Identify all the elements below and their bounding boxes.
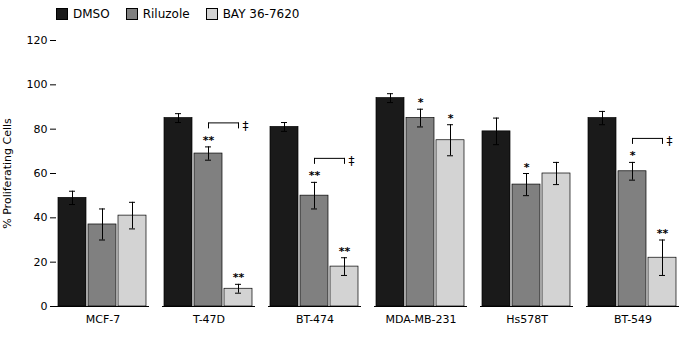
svg-text:100: 100 <box>27 78 48 91</box>
svg-text:*: * <box>630 149 636 162</box>
svg-text:20: 20 <box>34 256 48 269</box>
svg-text:BT-474: BT-474 <box>296 313 334 326</box>
svg-text:**: ** <box>233 271 245 284</box>
svg-text:BT-549: BT-549 <box>614 313 652 326</box>
svg-text:T-47D: T-47D <box>192 313 225 326</box>
svg-text:**: ** <box>203 134 215 147</box>
svg-text:% Proliferating Cells: % Proliferating Cells <box>1 118 14 229</box>
svg-text:**: ** <box>657 227 669 240</box>
svg-text:Hs578T: Hs578T <box>506 313 548 326</box>
html-text:DMSO: DMSO <box>73 7 110 21</box>
svg-text:‡: ‡ <box>349 154 355 168</box>
svg-text:*: * <box>418 96 424 109</box>
svg-text:*: * <box>448 112 454 125</box>
html-text:BAY 36-7620: BAY 36-7620 <box>222 7 300 21</box>
svg-text:MDA-MB-231: MDA-MB-231 <box>385 313 456 326</box>
html-text:Riluzole: Riluzole <box>142 7 190 21</box>
svg-text:**: ** <box>339 245 351 258</box>
svg-text:‡: ‡ <box>243 119 249 133</box>
svg-text:*: * <box>524 161 530 174</box>
svg-text:‡: ‡ <box>667 134 673 148</box>
svg-text:120: 120 <box>27 34 48 47</box>
svg-text:40: 40 <box>34 211 48 224</box>
svg-text:**: ** <box>309 169 321 182</box>
svg-text:80: 80 <box>34 123 48 136</box>
svg-text:0: 0 <box>41 300 48 313</box>
svg-text:60: 60 <box>34 167 48 180</box>
svg-text:MCF-7: MCF-7 <box>86 313 120 326</box>
